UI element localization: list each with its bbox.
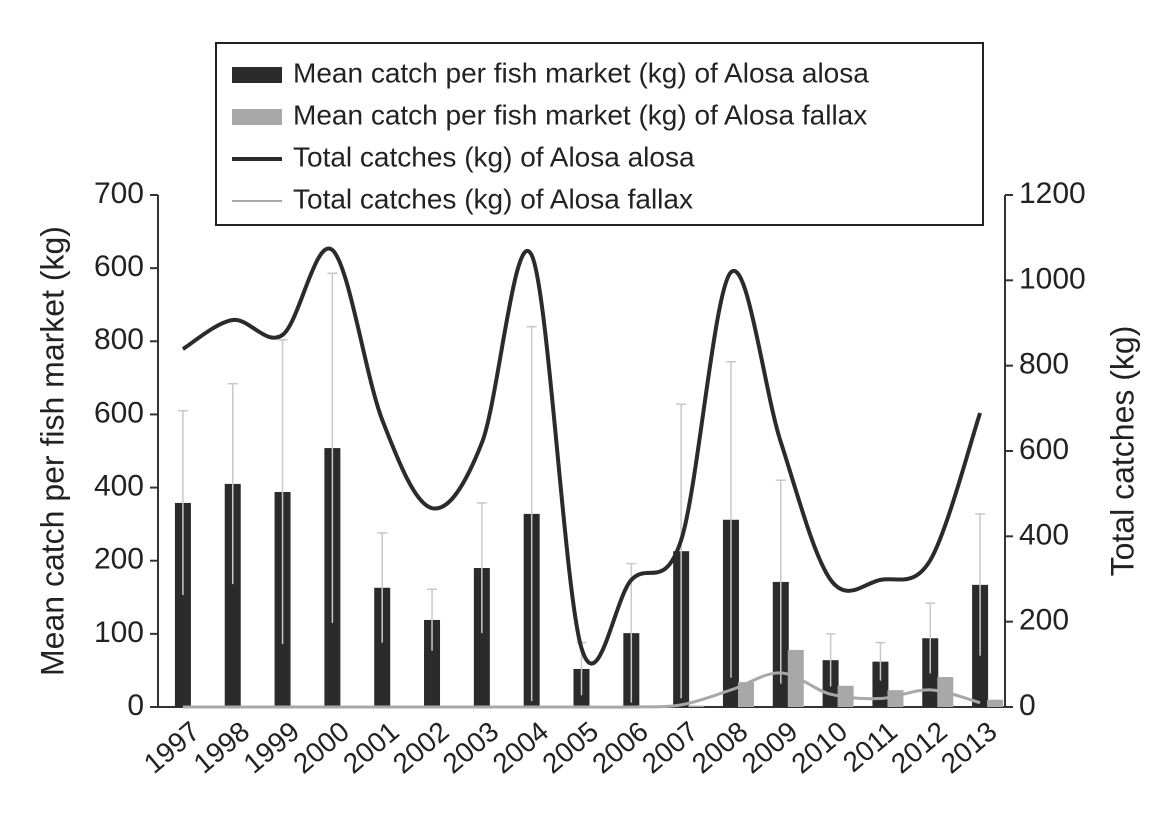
- x-tick-label: 2009: [736, 716, 804, 780]
- y2-axis-label: Total catches (kg): [1104, 326, 1140, 577]
- x-tick-label: 2007: [636, 716, 704, 780]
- y-tick-label: 700: [94, 177, 144, 210]
- bar: [424, 619, 441, 707]
- y2-tick-label: 800: [1019, 348, 1069, 381]
- x-tick-label: 1998: [188, 716, 256, 780]
- y-tick-label: 600: [94, 250, 144, 283]
- y2-tick-label: 1200: [1019, 177, 1086, 210]
- x-tick-label: 2002: [387, 716, 455, 780]
- y2-tick-label: 200: [1019, 604, 1069, 637]
- legend-swatch: [232, 109, 282, 125]
- y2-tick-label: 0: [1019, 689, 1036, 722]
- legend-label: Total catches (kg) of Alosa alosa: [293, 141, 695, 172]
- y-tick-label: 400: [94, 469, 144, 502]
- bar: [987, 699, 1004, 707]
- legend-swatch: [232, 67, 282, 83]
- bar: [872, 661, 889, 707]
- legend-box: [215, 42, 984, 226]
- bar: [737, 682, 754, 707]
- y-tick-label: 200: [94, 543, 144, 576]
- x-tick-label: 1999: [238, 716, 306, 780]
- x-tick-label: 2013: [935, 716, 1003, 780]
- y2-tick-label: 600: [1019, 433, 1069, 466]
- line: [182, 671, 981, 709]
- y-tick-label: 600: [94, 396, 144, 429]
- line: [181, 246, 982, 666]
- x-tick-label: 2011: [837, 716, 903, 778]
- x-tick-label: 2006: [586, 716, 654, 780]
- y2-tick-label: 400: [1019, 518, 1069, 551]
- y-tick-label: 100: [94, 616, 144, 649]
- x-tick-label: 2010: [786, 716, 854, 780]
- x-tick-label: 2008: [686, 716, 754, 780]
- y-axis-label: Mean catch per fish market (kg): [34, 226, 70, 676]
- bar: [473, 568, 490, 707]
- x-tick-label: 2003: [437, 716, 505, 780]
- bar: [224, 483, 241, 707]
- y-tick-label: 800: [94, 323, 144, 356]
- legend-label: Mean catch per fish market (kg) of Alosa…: [293, 57, 869, 88]
- y2-tick-label: 1000: [1019, 262, 1086, 295]
- bar: [688, 705, 705, 707]
- x-tick-label: 2004: [487, 716, 555, 780]
- y-tick-label: 0: [127, 689, 144, 722]
- legend-label: Total catches (kg) of Alosa fallax: [293, 183, 693, 214]
- x-tick-label: 2001: [337, 716, 405, 780]
- bar: [174, 502, 191, 707]
- x-tick-label: 2012: [885, 716, 953, 780]
- x-tick-label: 2000: [287, 716, 355, 780]
- x-tick-label: 2005: [536, 716, 604, 780]
- bar: [374, 587, 391, 707]
- legend-label: Mean catch per fish market (kg) of Alosa…: [293, 99, 867, 130]
- x-tick-label: 1997: [138, 716, 206, 780]
